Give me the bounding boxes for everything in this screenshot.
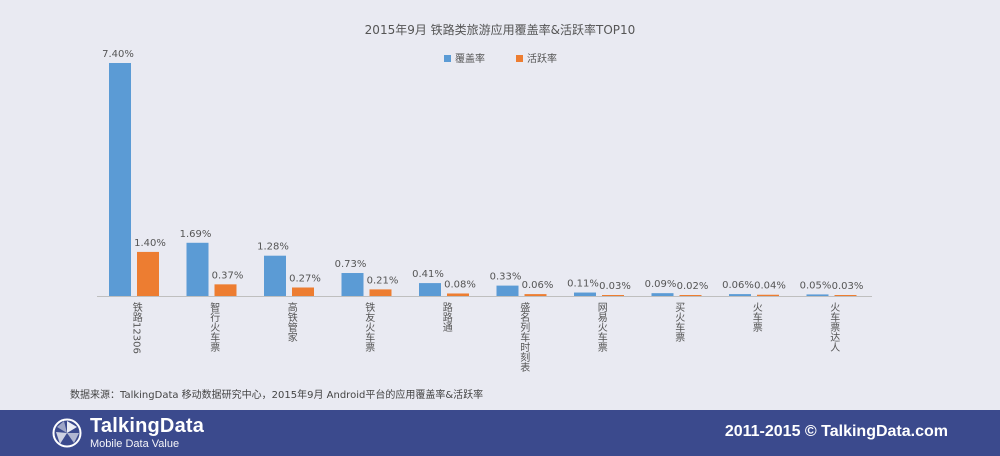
- activity-label: 1.40%: [134, 238, 166, 249]
- activity-label: 0.21%: [367, 275, 399, 286]
- coverage-label: 1.28%: [257, 242, 289, 253]
- footer-bar: TalkingData Mobile Data Value 2011-2015 …: [0, 410, 1000, 456]
- category-label: 火车票达人: [828, 302, 840, 352]
- coverage-label: 0.06%: [722, 280, 754, 291]
- chart-title: 2015年9月 铁路类旅游应用覆盖率&活跃率TOP10: [365, 22, 636, 37]
- coverage-bar: [341, 273, 364, 296]
- talkingdata-logo-icon: [52, 418, 82, 448]
- coverage-bar: [651, 293, 674, 296]
- legend-swatch-2: [516, 55, 523, 62]
- coverage-label: 0.11%: [567, 279, 599, 290]
- brand-logo: TalkingData Mobile Data Value: [52, 416, 204, 450]
- coverage-label: 0.73%: [335, 259, 367, 270]
- category-label: 盛名列车时刻表: [518, 301, 530, 373]
- activity-bar: [292, 287, 314, 296]
- category-label: 智行火车票: [208, 301, 220, 352]
- activity-label: 0.02%: [677, 281, 709, 292]
- category-label: 火车票: [750, 302, 762, 332]
- activity-bar: [214, 284, 237, 296]
- category-label: 铁路12306: [130, 301, 142, 354]
- category-label: 网易火车票: [595, 302, 607, 352]
- activity-bar: [834, 295, 857, 296]
- activity-bar: [369, 289, 392, 296]
- activity-label: 0.03%: [599, 281, 631, 292]
- category-label: 买火车票: [673, 302, 685, 342]
- coverage-bar: [419, 283, 441, 296]
- category-label: 路路通: [440, 301, 452, 332]
- brand-tagline: Mobile Data Value: [90, 438, 180, 450]
- coverage-label: 7.40%: [102, 49, 134, 60]
- activity-label: 0.04%: [754, 281, 786, 292]
- activity-label: 0.06%: [522, 280, 554, 291]
- coverage-bar: [496, 285, 519, 296]
- activity-bar: [757, 294, 779, 296]
- coverage-bar: [109, 63, 131, 296]
- activity-label: 0.08%: [444, 279, 476, 290]
- activity-bar: [447, 293, 469, 296]
- coverage-label: 0.41%: [412, 269, 444, 280]
- coverage-label: 0.33%: [490, 272, 522, 283]
- bar-chart: 2015年9月 铁路类旅游应用覆盖率&活跃率TOP10 覆盖率 活跃率 7.40% 1.…: [97, 22, 872, 373]
- copyright-text: 2011-2015 © TalkingData.com: [724, 423, 948, 440]
- legend-label-2: 活跃率: [527, 52, 557, 65]
- activity-bar: [679, 295, 702, 296]
- activity-bar: [137, 251, 159, 296]
- activity-bar: [602, 295, 624, 296]
- category-label: 铁友火车票: [363, 301, 375, 352]
- activity-label: 0.37%: [212, 270, 244, 281]
- activity-bar: [524, 294, 547, 296]
- coverage-bar: [806, 294, 829, 296]
- legend-label-1: 覆盖率: [455, 52, 485, 65]
- brand-name: TalkingData: [90, 415, 205, 437]
- legend-swatch-1: [444, 55, 451, 62]
- coverage-bar: [264, 255, 286, 296]
- coverage-label: 0.05%: [800, 280, 832, 291]
- source-note: 数据来源：TalkingData 移动数据研究中心，2015年9月 Androi…: [70, 390, 484, 401]
- coverage-label: 1.69%: [180, 229, 212, 240]
- category-label: 高铁管家: [285, 301, 297, 342]
- coverage-bar: [729, 294, 751, 296]
- activity-label: 0.27%: [289, 273, 321, 284]
- coverage-bar: [574, 292, 596, 296]
- coverage-label: 0.09%: [645, 279, 677, 290]
- activity-label: 0.03%: [832, 281, 864, 292]
- coverage-bar: [186, 242, 209, 296]
